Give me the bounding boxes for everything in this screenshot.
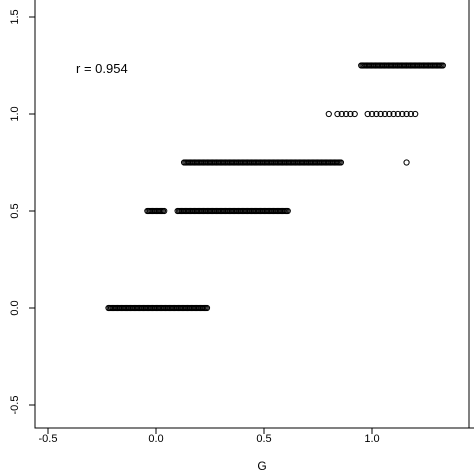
data-point	[334, 110, 341, 118]
y-tick-label: 1.0	[9, 106, 21, 121]
x-tick-label: 1.0	[364, 433, 379, 445]
data-point	[412, 110, 419, 118]
data-point	[403, 110, 410, 118]
data-point	[347, 110, 354, 118]
data-point	[403, 159, 410, 166]
correlation-annotation: r = 0.954	[76, 61, 128, 76]
data-point	[368, 110, 376, 118]
x-tick-label: 0.0	[148, 433, 163, 445]
x-tick-label: 0.5	[256, 433, 271, 445]
data-point	[351, 110, 358, 118]
data-point	[377, 110, 384, 118]
data-point	[203, 304, 211, 312]
y-tick-label: 1.5	[9, 9, 21, 24]
data-point	[325, 110, 332, 118]
data-point	[381, 110, 389, 118]
data-point	[373, 110, 380, 118]
data-point	[399, 110, 406, 118]
y-tick-label: -0.5	[9, 396, 21, 415]
x-axis-label: G	[257, 459, 266, 473]
data-point	[342, 110, 350, 118]
data-point	[161, 207, 168, 215]
data-point	[407, 110, 414, 118]
y-tick-label: 0.5	[9, 203, 21, 218]
data-point	[338, 110, 345, 118]
data-point	[386, 110, 393, 118]
y-tick-label: 0.0	[9, 300, 21, 315]
data-points	[105, 62, 446, 312]
data-point	[439, 62, 446, 69]
data-point	[364, 110, 371, 118]
data-point	[390, 110, 397, 118]
data-point	[284, 207, 291, 215]
axes: -0.50.00.51.01-0.50.00.51.01.5	[9, 9, 474, 445]
data-point	[394, 110, 402, 118]
data-point	[337, 159, 344, 166]
x-tick-label: -0.5	[39, 433, 58, 445]
